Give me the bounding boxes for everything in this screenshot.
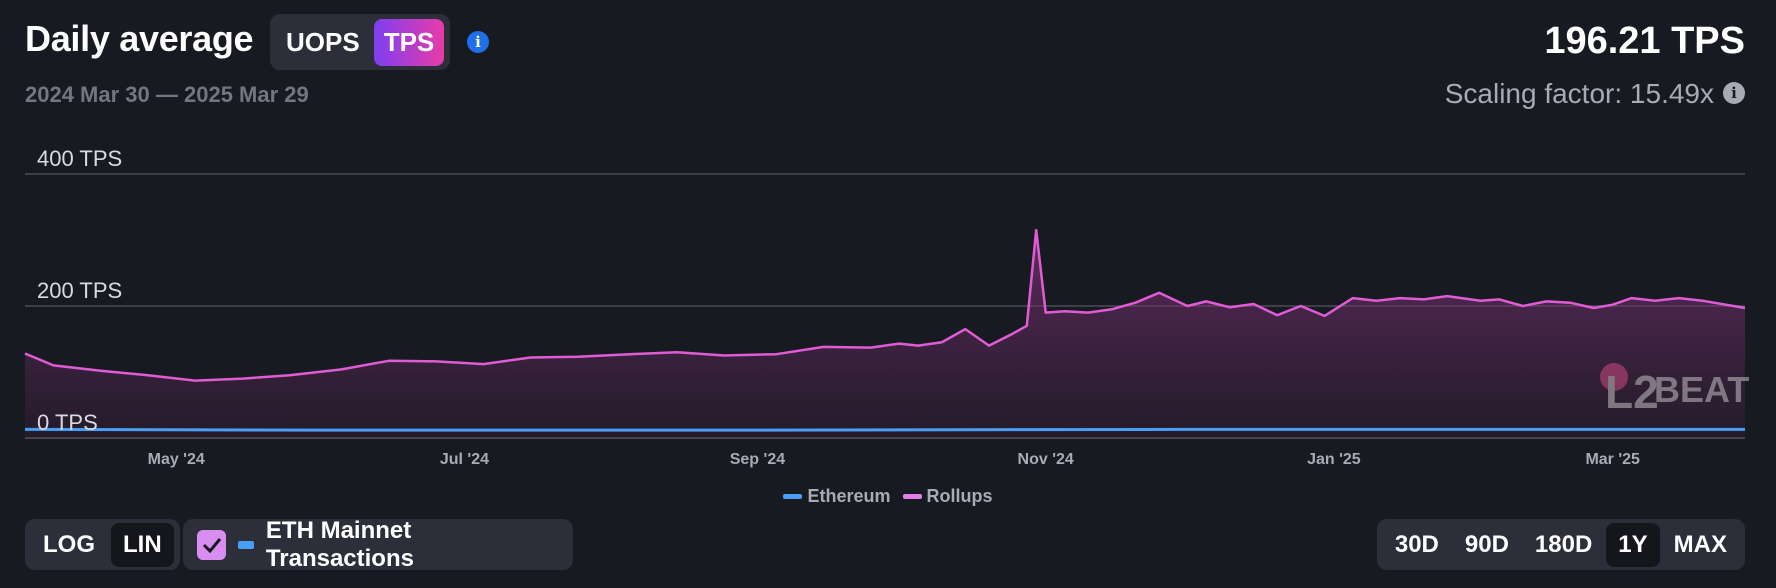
range-option-max[interactable]: MAX bbox=[1673, 530, 1727, 558]
legend-swatch-ethereum bbox=[783, 494, 803, 499]
range-option-180d[interactable]: 180D bbox=[1534, 530, 1593, 558]
eth-mainnet-label: ETH Mainnet Transactions bbox=[265, 516, 414, 572]
x-tick-label: Mar '25 bbox=[1585, 451, 1640, 468]
eth-mainnet-checkbox[interactable] bbox=[197, 529, 227, 560]
chart-legend: Ethereum Rollups bbox=[0, 486, 1776, 507]
legend-item-rollups: Rollups bbox=[902, 486, 993, 507]
x-tick-label: Nov '24 bbox=[1018, 451, 1074, 468]
legend-item-ethereum: Ethereum bbox=[783, 486, 891, 507]
scale-toggle: LOG LIN bbox=[25, 519, 180, 570]
range-option-30d[interactable]: 30D bbox=[1394, 530, 1439, 558]
scaling-info-icon[interactable]: i bbox=[1723, 82, 1745, 104]
scale-option-log[interactable]: LOG bbox=[43, 530, 95, 558]
range-option-90d[interactable]: 90D bbox=[1464, 530, 1509, 558]
metric-option-tps[interactable]: TPS bbox=[373, 18, 445, 66]
check-icon bbox=[202, 537, 221, 553]
legend-label-ethereum: Ethereum bbox=[807, 486, 891, 506]
y-tick-label: 0 TPS bbox=[37, 410, 98, 435]
info-icon[interactable]: i bbox=[467, 31, 489, 53]
x-tick-label: Sep '24 bbox=[730, 451, 785, 468]
range-toggle: 30D 90D 180D 1Y MAX bbox=[1376, 519, 1745, 570]
rollups-line bbox=[24, 228, 1746, 382]
date-range: 2024 Mar 30 — 2025 Mar 29 bbox=[25, 82, 309, 107]
y-tick-label: 400 TPS bbox=[37, 146, 122, 171]
scale-option-lin[interactable]: LIN bbox=[111, 522, 174, 567]
y-tick-label: 200 TPS bbox=[37, 278, 122, 303]
x-tick-label: May '24 bbox=[148, 451, 205, 468]
eth-mainnet-toggle[interactable]: ETH Mainnet Transactions bbox=[183, 516, 573, 572]
rollups-area bbox=[25, 230, 1745, 438]
range-option-1y[interactable]: 1Y bbox=[1606, 522, 1660, 567]
activity-chart[interactable]: 0 TPS 200 TPS 400 TPS May '24 Jul '24 Sep '2… bbox=[0, 0, 1776, 480]
chart-title: Daily average bbox=[25, 18, 254, 59]
eth-swatch bbox=[238, 540, 254, 549]
x-tick-label: Jan '25 bbox=[1307, 451, 1361, 468]
l2beat-watermark: L2 BEAT bbox=[1600, 363, 1749, 418]
current-value: 196.21 TPS bbox=[1544, 20, 1745, 62]
svg-text:BEAT: BEAT bbox=[1654, 369, 1749, 410]
svg-text:L2: L2 bbox=[1605, 366, 1659, 418]
legend-label-rollups: Rollups bbox=[926, 486, 993, 506]
metric-toggle: UOPS TPS bbox=[270, 14, 451, 70]
x-tick-label: Jul '24 bbox=[440, 451, 489, 468]
ethereum-line bbox=[24, 427, 1745, 432]
metric-option-uops[interactable]: UOPS bbox=[286, 26, 360, 57]
legend-swatch-rollups bbox=[902, 494, 922, 499]
scaling-factor: Scaling factor: 15.49x bbox=[1444, 78, 1714, 109]
